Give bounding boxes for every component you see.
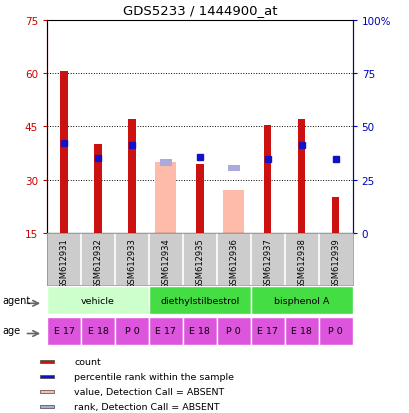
Text: GSM612932: GSM612932 [93,237,102,288]
Bar [182,317,216,345]
Bar [263,125,271,233]
Bar [155,162,176,233]
Text: E 17: E 17 [257,326,278,335]
Bar [250,317,284,345]
Bar [128,120,135,233]
Bar [216,317,250,345]
Bar [47,317,81,345]
Text: value, Detection Call = ABSENT: value, Detection Call = ABSENT [74,387,224,396]
Text: GSM612933: GSM612933 [127,237,136,288]
Text: GSM612935: GSM612935 [195,237,204,288]
Bar [297,120,305,233]
Text: E 18: E 18 [290,326,311,335]
Text: GSM612937: GSM612937 [263,237,272,288]
Text: GSM612938: GSM612938 [297,237,306,288]
Bar [81,317,115,345]
Text: GSM612936: GSM612936 [229,237,238,288]
Text: P 0: P 0 [226,326,240,335]
Text: E 18: E 18 [88,326,108,335]
Bar [196,164,203,233]
Text: vehicle: vehicle [81,296,115,305]
Text: GSM612934: GSM612934 [161,237,170,288]
Bar [284,317,318,345]
Bar [160,160,171,166]
Bar [60,72,67,233]
Bar [227,165,239,172]
Text: age: age [2,325,20,335]
Text: percentile rank within the sample: percentile rank within the sample [74,372,234,381]
Text: E 18: E 18 [189,326,210,335]
Text: rank, Detection Call = ABSENT: rank, Detection Call = ABSENT [74,402,220,411]
Bar [223,191,244,233]
Text: P 0: P 0 [328,326,342,335]
Bar [40,405,54,408]
Bar [115,317,148,345]
Bar [148,287,250,315]
Bar [40,390,54,393]
Bar [318,317,352,345]
Text: agent: agent [2,296,30,306]
Text: bisphenol A: bisphenol A [273,296,328,305]
Bar [47,287,148,315]
Text: GSM612939: GSM612939 [330,237,339,288]
Bar [250,287,352,315]
Bar [40,375,54,378]
Bar [331,198,339,233]
Text: P 0: P 0 [124,326,139,335]
Bar [148,317,182,345]
Text: E 17: E 17 [54,326,74,335]
Text: diethylstilbestrol: diethylstilbestrol [160,296,239,305]
Title: GDS5233 / 1444900_at: GDS5233 / 1444900_at [122,4,276,17]
Bar [40,360,54,363]
Text: GSM612931: GSM612931 [59,237,68,288]
Text: count: count [74,357,101,366]
Text: E 17: E 17 [155,326,176,335]
Bar [94,145,101,233]
